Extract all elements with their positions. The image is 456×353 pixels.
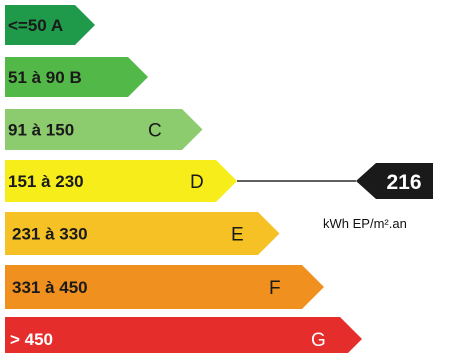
band-d-range-label: 151 à 230 <box>8 172 84 191</box>
band-g-range-label: > 450 <box>10 330 53 349</box>
band-g-letter: G <box>311 330 326 351</box>
band-c-range-label: 91 à 150 <box>8 121 74 140</box>
band-g-arrow <box>5 317 362 353</box>
band-d-letter: D <box>190 172 204 193</box>
unit-label: kWh EP/m².an <box>323 216 456 234</box>
indicator-value: 216 <box>386 171 421 194</box>
band-c-letter: C <box>148 121 162 142</box>
band-f-range-label: 331 à 450 <box>12 278 88 297</box>
band-b-range-label: 51 à 90 B <box>8 68 82 87</box>
band-e-range-label: 231 à 330 <box>12 225 88 244</box>
band-a-range-label: <=50 A <box>8 16 63 35</box>
band-f-letter: F <box>269 278 281 299</box>
band-e-letter: E <box>231 225 244 246</box>
